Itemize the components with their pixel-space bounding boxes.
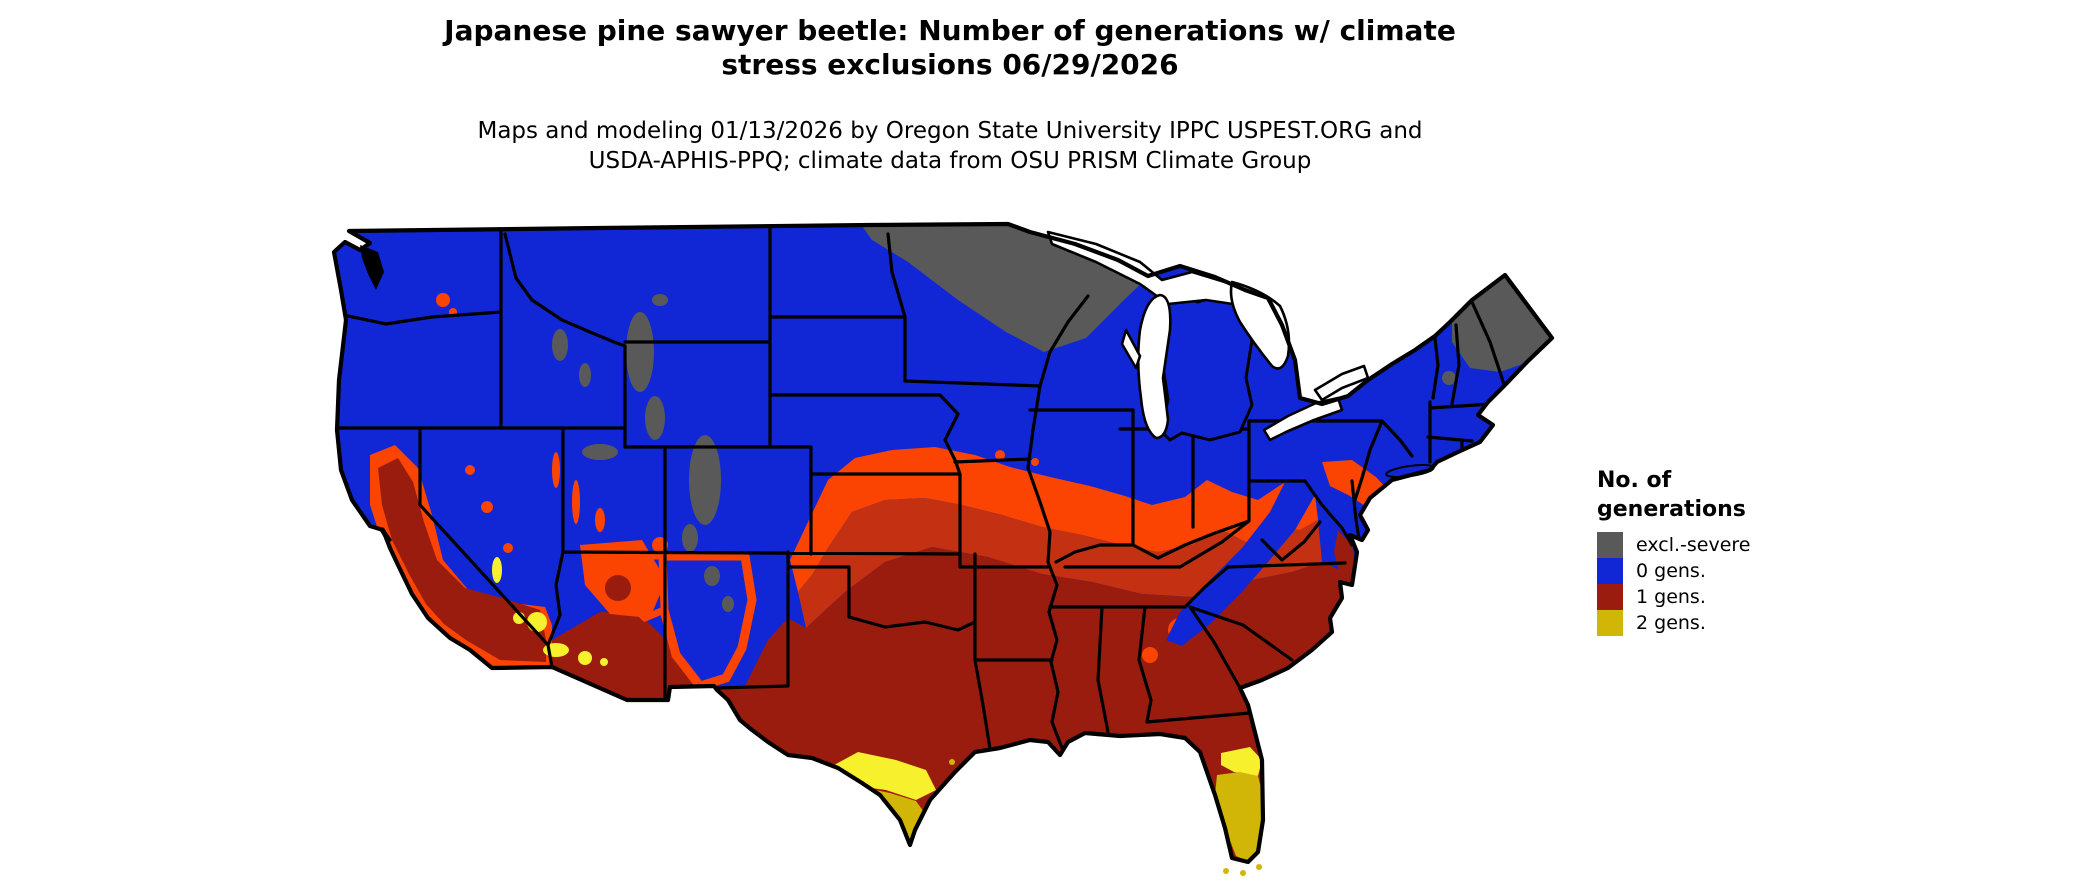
legend-label-1-gens: 1 gens. [1636,586,1706,608]
region-gold-florida [1215,772,1263,861]
figure-header: Japanese pine sawyer beetle: Number of g… [340,14,1560,82]
puget-sound [360,245,384,290]
legend-item-0-gens: 0 gens. [1597,558,1817,584]
legend-label-2-gens: 2 gens. [1636,612,1706,634]
legend-item-excl-severe: excl.-severe [1597,532,1817,558]
region-yellow-florida [1221,747,1262,776]
legend-title: No. of generations [1597,466,1817,524]
legend-swatch-1-gens [1597,584,1623,610]
state-borders [335,226,1509,757]
figure-title-line2: stress exclusions 06/29/2026 [721,48,1179,81]
legend-title-line2: generations [1597,497,1746,522]
map-fill-layers [334,224,1552,862]
region-excl-severe-rockies [552,294,721,552]
region-transition-orange-band [790,447,1318,592]
figure-subtitle: Maps and modeling 01/13/2026 by Oregon S… [340,116,1560,176]
legend-swatch-2-gens [1597,610,1623,636]
region-transition-redorange-band [798,498,1322,628]
green-bay [1120,328,1142,370]
legend-label-0-gens: 0 gens. [1636,560,1706,582]
map-legend: No. of generations excl.-severe 0 gens. … [1597,466,1817,636]
legend-label-excl-severe: excl.-severe [1636,534,1751,556]
figure-subtitle-line2: USDA-APHIS-PPQ; climate data from OSU PR… [588,148,1312,174]
region-zero-gens-nm-plateau [657,551,757,692]
region-red-co-west [605,575,631,601]
region-excl-severe-nm [704,566,720,586]
lake-michigan [1136,293,1172,440]
region-california-red [378,458,546,662]
legend-title-line1: No. of [1597,468,1672,493]
figure-subtitle-line1: Maps and modeling 01/13/2026 by Oregon S… [477,118,1423,144]
region-zero-gens-appalachians [1166,477,1315,646]
region-excl-severe-nm2 [722,596,734,612]
region-excl-severe-nh [1442,371,1456,385]
legend-item-1-gens: 1 gens. [1597,584,1817,610]
legend-item-2-gens: 2 gens. [1597,610,1817,636]
lake-huron [1229,280,1291,370]
great-lakes [1046,230,1370,442]
region-excl-severe-north [862,224,1148,352]
legend-swatch-excl-severe [1597,532,1623,558]
florida-keys [1223,864,1262,876]
figure-title-line1: Japanese pine sawyer beetle: Number of g… [444,14,1456,47]
legend-swatch-0-gens [1597,558,1623,584]
lake-erie [1262,396,1344,442]
region-excl-severe-maine [1452,275,1552,372]
us-outline [331,221,1555,865]
region-yellow-south-texas [825,752,936,800]
